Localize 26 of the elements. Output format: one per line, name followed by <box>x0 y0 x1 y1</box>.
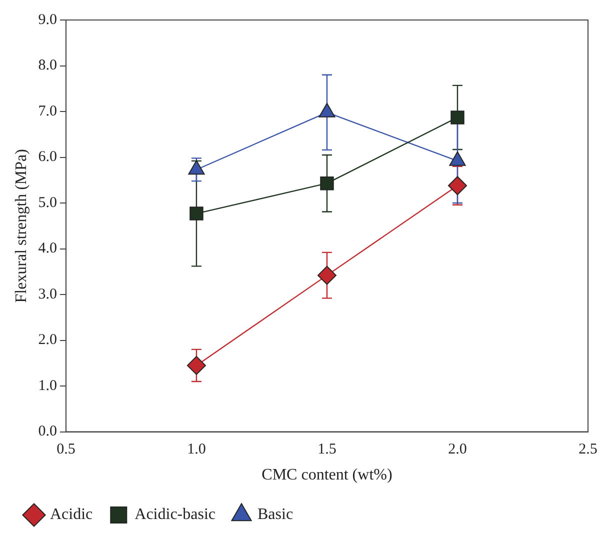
point <box>448 176 467 196</box>
y-tick-label: 0.0 <box>38 424 57 440</box>
y-tick-label: 2.0 <box>38 332 57 348</box>
x-tick-label: 2.5 <box>578 442 598 458</box>
y-tick-label: 8.0 <box>38 58 57 74</box>
point <box>186 356 206 375</box>
x-axis-title: CMC content (wt%) <box>262 466 392 484</box>
y-axis-title: Flexural strength (MPa) <box>12 149 30 303</box>
y-tick-label: 6.0 <box>38 149 57 166</box>
legend-label: Acidic <box>50 506 93 524</box>
y-tick-label: 5.0 <box>38 194 57 211</box>
point <box>320 176 334 190</box>
x-tick-label: 2.0 <box>448 442 467 458</box>
x-tick-label: 0.5 <box>56 442 76 458</box>
y-tick-label: 1.0 <box>38 378 57 394</box>
x-tick-label: 1.5 <box>318 442 336 458</box>
point <box>317 266 336 285</box>
y-tick-label: 9.0 <box>38 12 57 28</box>
point <box>450 110 464 124</box>
x-tick-label: 1.0 <box>187 442 206 458</box>
legend-label: Acidic-basic <box>134 506 216 524</box>
legend-label: Basic <box>258 506 294 524</box>
y-tick-label: 4.0 <box>38 240 57 257</box>
y-tick-label: 3.0 <box>38 286 57 302</box>
y-tick-label: 7.0 <box>38 103 57 120</box>
point <box>190 206 204 220</box>
